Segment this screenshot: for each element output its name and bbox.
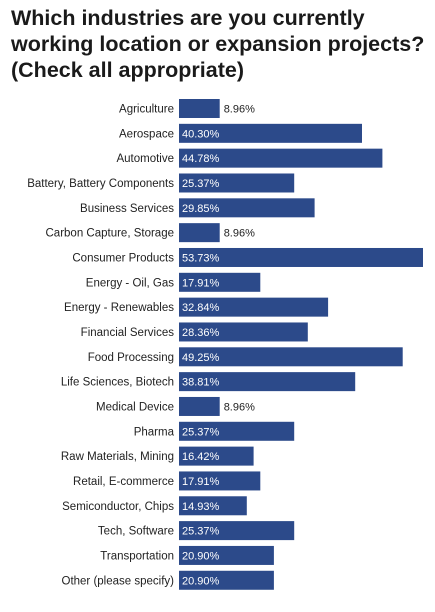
bar xyxy=(179,446,254,466)
bar xyxy=(179,148,383,168)
category-label: Transportation xyxy=(100,550,174,562)
bar xyxy=(179,297,329,317)
value-label: 40.30% xyxy=(182,128,220,140)
bar xyxy=(179,545,274,565)
bar xyxy=(179,99,220,118)
bar xyxy=(179,521,295,541)
value-label: 8.96% xyxy=(224,401,255,413)
bar xyxy=(179,173,295,193)
category-label: Retail, E-commerce xyxy=(73,476,174,488)
value-label: 14.93% xyxy=(182,501,220,513)
bar xyxy=(179,198,315,218)
value-label: 16.42% xyxy=(182,451,220,463)
value-label: 17.91% xyxy=(182,476,220,488)
chart-title: Which industries are you currently worki… xyxy=(11,6,425,82)
category-label: Life Sciences, Biotech xyxy=(61,377,174,389)
category-label: Agriculture xyxy=(119,104,174,116)
bar xyxy=(179,223,220,243)
category-label: Carbon Capture, Storage xyxy=(46,228,175,240)
category-label: Medical Device xyxy=(96,401,174,413)
category-label: Financial Services xyxy=(81,327,175,339)
category-label: Semiconductor, Chips xyxy=(62,501,174,513)
value-label: 8.96% xyxy=(224,104,255,116)
category-label: Tech, Software xyxy=(98,526,174,538)
category-label: Pharma xyxy=(134,426,175,438)
category-label: Business Services xyxy=(80,203,174,215)
value-label: 44.78% xyxy=(182,153,220,165)
value-label: 25.37% xyxy=(182,526,220,538)
value-label: 25.37% xyxy=(182,178,220,190)
category-label: Other (please specify) xyxy=(62,575,175,587)
category-label: Energy - Renewables xyxy=(64,302,174,314)
category-label: Consumer Products xyxy=(72,252,174,264)
bar xyxy=(179,570,274,590)
category-label: Aerospace xyxy=(119,128,174,140)
bar xyxy=(179,322,308,342)
category-label: Battery, Battery Components xyxy=(27,178,174,190)
value-label: 49.25% xyxy=(182,352,220,364)
bar xyxy=(179,247,423,267)
value-label: 38.81% xyxy=(182,377,220,389)
bar xyxy=(179,396,220,416)
bar xyxy=(179,471,261,491)
bar xyxy=(179,123,362,143)
category-label: Energy - Oil, Gas xyxy=(86,277,174,289)
value-label: 28.36% xyxy=(182,327,220,339)
value-label: 25.37% xyxy=(182,426,220,438)
category-label: Raw Materials, Mining xyxy=(61,451,174,463)
value-label: 17.91% xyxy=(182,277,220,289)
value-label: 8.96% xyxy=(224,228,255,240)
value-label: 53.73% xyxy=(182,252,220,264)
bar xyxy=(179,372,356,392)
category-label: Automotive xyxy=(116,153,174,165)
bar xyxy=(179,421,295,441)
bar xyxy=(179,347,403,367)
value-label: 20.90% xyxy=(182,575,220,587)
value-label: 20.90% xyxy=(182,550,220,562)
bar xyxy=(179,496,247,516)
value-label: 32.84% xyxy=(182,302,220,314)
category-label: Food Processing xyxy=(88,352,174,364)
bar xyxy=(179,272,261,292)
value-label: 29.85% xyxy=(182,203,220,215)
